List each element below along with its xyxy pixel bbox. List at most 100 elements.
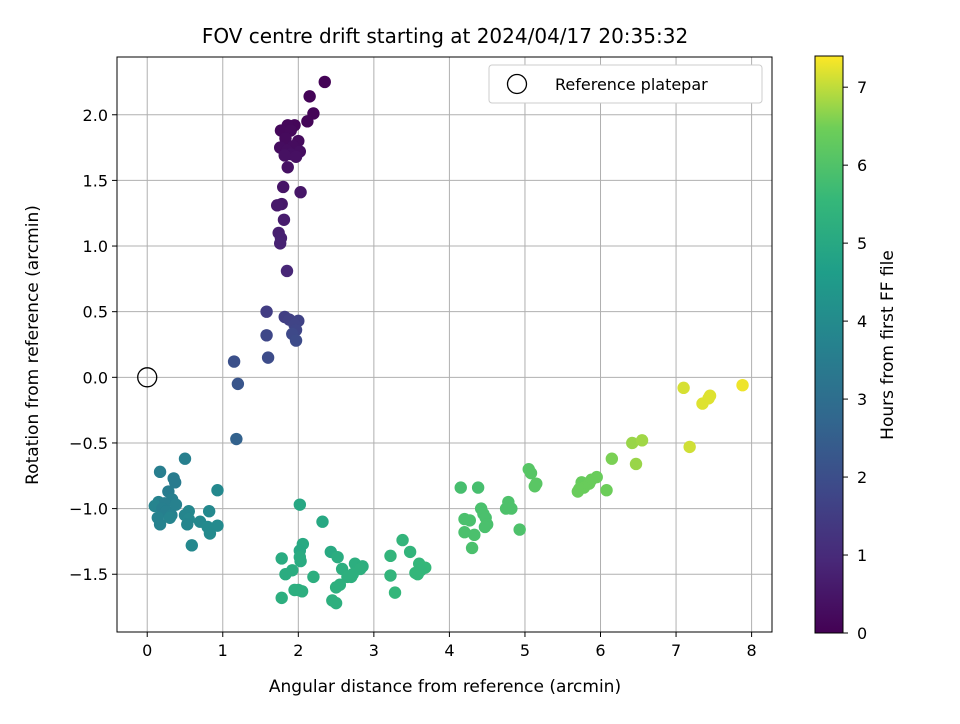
legend-label: Reference platepar <box>555 75 708 94</box>
data-point <box>211 484 224 497</box>
data-point <box>211 519 224 532</box>
data-point <box>635 434 649 447</box>
colorbar-label: Hours from first FF file <box>878 250 898 440</box>
data-point <box>280 264 294 278</box>
data-point <box>275 591 288 605</box>
data-point <box>227 355 241 368</box>
data-point <box>411 568 424 581</box>
plot-frame <box>116 56 773 633</box>
chart-title: FOV centre drift starting at 2024/04/17 … <box>202 24 688 48</box>
data-point <box>293 498 307 511</box>
colorbar-gradient <box>814 55 844 634</box>
data-point <box>468 528 481 542</box>
colorbar-tick-label: 1 <box>857 546 867 565</box>
data-point <box>403 545 417 559</box>
data-point <box>626 436 639 450</box>
data-point <box>153 518 167 531</box>
data-point <box>281 161 294 174</box>
data-point <box>279 568 292 581</box>
data-point <box>384 569 397 582</box>
x-tick-label: 3 <box>369 641 379 660</box>
x-tick-label: 4 <box>444 641 454 660</box>
x-tick-label: 2 <box>293 641 303 660</box>
data-point <box>153 465 167 479</box>
data-point <box>605 452 619 465</box>
data-point <box>736 378 749 392</box>
data-point <box>677 381 690 395</box>
data-point <box>329 596 343 610</box>
data-point <box>384 549 397 563</box>
legend-marker-icon <box>506 73 528 95</box>
data-point <box>316 515 329 528</box>
data-point <box>169 498 183 511</box>
data-point <box>295 585 309 598</box>
data-point <box>600 484 613 497</box>
data-point <box>454 481 467 494</box>
x-axis-label: Angular distance from reference (arcmin) <box>269 677 621 697</box>
colorbar-ticks: 0 1 2 3 4 5 6 7 <box>843 78 867 643</box>
data-point <box>458 526 471 539</box>
colorbar: 0 1 2 3 4 5 6 7 Hours from first FF file <box>814 55 898 643</box>
data-point <box>289 150 303 163</box>
data-point <box>331 550 344 564</box>
data-point <box>203 527 217 540</box>
data-point <box>471 481 485 494</box>
data-point <box>273 237 287 250</box>
data-point <box>168 476 182 489</box>
x-tick-label: 5 <box>520 641 530 660</box>
data-point <box>261 351 275 364</box>
data-point <box>185 539 198 552</box>
data-point <box>318 75 331 89</box>
data-point <box>277 180 290 194</box>
data-point <box>289 334 303 347</box>
data-points <box>148 75 749 610</box>
data-point <box>696 397 709 410</box>
colorbar-tick-label: 5 <box>857 234 867 253</box>
y-tick-label: −1.5 <box>69 565 108 584</box>
data-point <box>294 554 307 568</box>
y-tick-label: 2.0 <box>83 106 108 125</box>
data-point <box>260 305 273 318</box>
x-tick-label: 8 <box>747 641 757 660</box>
data-point <box>301 115 314 128</box>
data-point <box>333 578 347 591</box>
legend-box <box>488 64 763 104</box>
data-point <box>181 518 194 531</box>
data-point <box>307 570 320 584</box>
data-point <box>270 199 284 212</box>
y-tick-label: 0.0 <box>83 368 108 387</box>
data-point <box>505 502 518 515</box>
reference-point <box>137 367 158 388</box>
colorbar-tick-label: 4 <box>857 312 867 331</box>
colorbar-tick-label: 7 <box>857 78 867 97</box>
y-tick-label: −0.5 <box>69 434 108 453</box>
data-point <box>513 523 526 536</box>
data-point <box>231 377 245 391</box>
data-point <box>279 132 292 145</box>
data-point <box>571 485 585 498</box>
y-tick-label: 1.5 <box>83 171 108 190</box>
x-axis-ticks: 0 1 2 3 4 5 6 7 8 <box>142 632 757 660</box>
data-point <box>277 213 291 226</box>
data-point <box>465 541 479 555</box>
data-point <box>683 440 696 454</box>
data-point <box>163 511 177 524</box>
data-point <box>294 186 307 199</box>
data-point <box>524 466 538 480</box>
data-point <box>344 570 358 584</box>
data-point <box>202 505 216 518</box>
x-tick-label: 1 <box>218 641 228 660</box>
y-tick-label: 1.0 <box>83 237 108 256</box>
colorbar-tick-label: 0 <box>857 624 867 643</box>
x-tick-label: 7 <box>671 641 681 660</box>
y-axis-ticks: −1.5 −1.0 −0.5 0.0 0.5 1.0 1.5 2.0 <box>69 106 117 584</box>
data-point <box>528 480 541 493</box>
data-point <box>178 452 192 465</box>
data-point <box>396 533 409 547</box>
data-point <box>303 90 316 103</box>
y-tick-label: 0.5 <box>83 303 108 322</box>
data-point <box>388 586 402 599</box>
data-point <box>278 149 291 162</box>
colorbar-tick-label: 6 <box>857 156 867 175</box>
